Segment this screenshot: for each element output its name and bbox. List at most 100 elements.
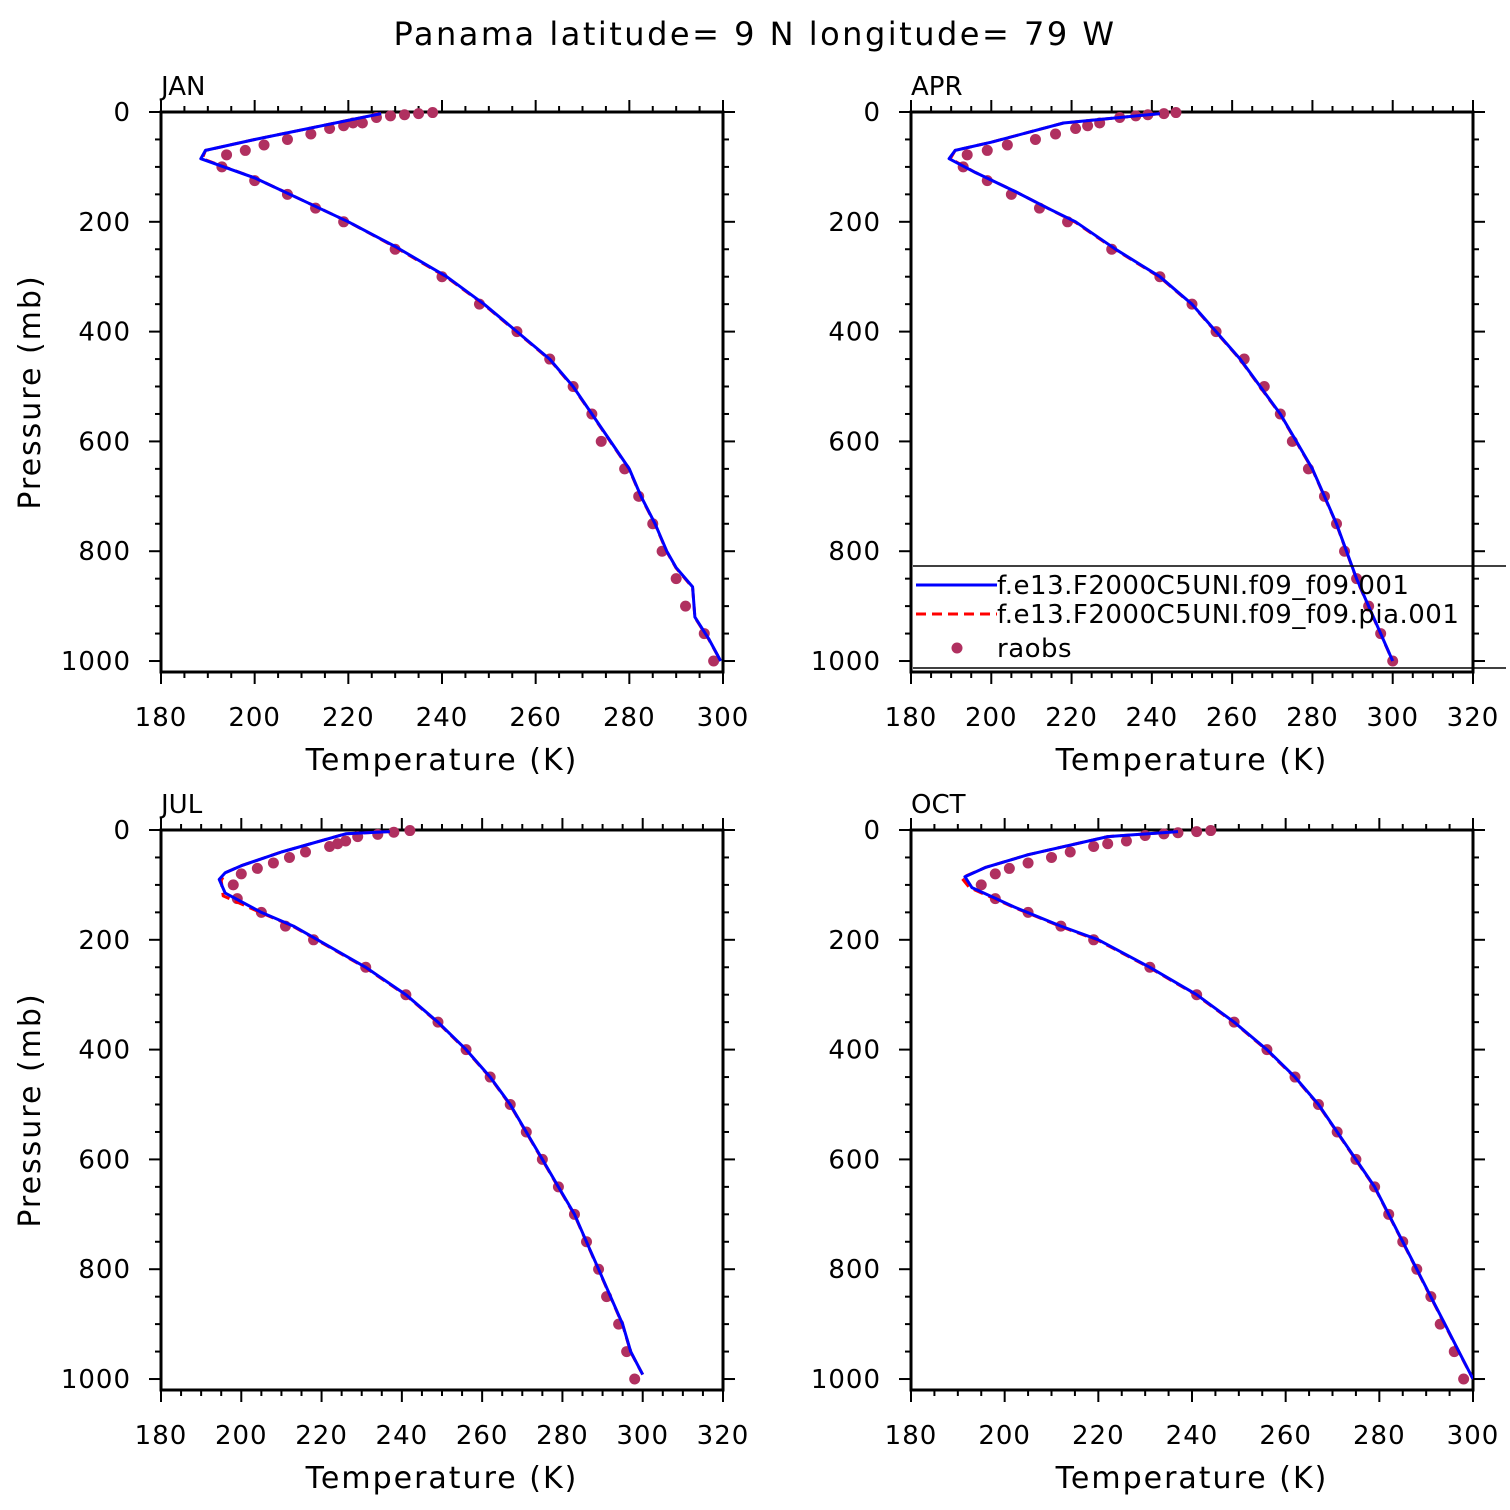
y-tick-label: 1000 (811, 1365, 881, 1395)
series-line-pia (960, 830, 1473, 1380)
plot-area (199, 107, 723, 667)
y-tick-label: 1000 (811, 647, 881, 677)
raobs-point (1001, 139, 1013, 151)
x-tick-label: 200 (978, 1421, 1031, 1451)
panel-oct: 180 200 220 240 260 280 300 0 200 400 600 800 1000 OC… (811, 790, 1498, 1496)
raobs-point (227, 879, 239, 891)
panel-title: JAN (159, 72, 205, 102)
x-tick-label: 220 (295, 1421, 348, 1451)
raobs-point (1064, 846, 1076, 858)
x-tick-label: 180 (885, 1421, 938, 1451)
y-tick-label: 200 (78, 926, 131, 956)
y-tick-label: 800 (78, 537, 131, 567)
legend-label: f.e13.F2000C5UNI.f09_f09.001 (997, 571, 1409, 601)
raobs-point (413, 108, 425, 120)
legend: f.e13.F2000C5UNI.f09_f09.001f.e13.F2000C… (913, 565, 1506, 669)
x-tick-label: 320 (1447, 703, 1500, 733)
x-tick-label: 200 (965, 703, 1018, 733)
x-tick-label: 280 (536, 1421, 589, 1451)
x-tick-label: 300 (616, 1421, 669, 1451)
x-tick-label: 280 (603, 703, 656, 733)
raobs-point (235, 868, 247, 880)
x-tick-label: 220 (322, 703, 375, 733)
y-tick-label: 600 (78, 427, 131, 457)
y-tick-label: 400 (828, 318, 881, 348)
raobs-point (258, 139, 270, 151)
raobs-point (281, 133, 293, 145)
raobs-point (267, 857, 279, 869)
y-tick-label: 200 (78, 208, 131, 238)
raobs-point (1046, 851, 1057, 863)
plot-area (947, 107, 1399, 667)
raobs-point (356, 117, 368, 129)
raobs-point (404, 825, 416, 837)
raobs-point (1070, 122, 1082, 134)
raobs-point (1158, 108, 1170, 120)
raobs-point (427, 107, 439, 119)
panel-title: APR (911, 72, 963, 102)
y-tick-label: 0 (113, 816, 131, 846)
plot-frame (159, 828, 725, 1392)
raobs-point (1191, 826, 1203, 838)
x-tick-label: 220 (1072, 1421, 1125, 1451)
x-tick-label: 220 (1045, 703, 1098, 733)
x-tick-label: 260 (509, 703, 562, 733)
x-tick-label: 320 (697, 1421, 750, 1451)
raobs-point (1387, 655, 1399, 667)
panels: 180 200 220 240 260 280 300 0 200 400 600 800 1000 JA… (13, 72, 1506, 1496)
raobs-point (305, 128, 317, 140)
y-tick-label: 600 (828, 1145, 881, 1175)
raobs-point (1088, 840, 1100, 852)
legend-label: f.e13.F2000C5UNI.f09_f09.pia.001 (997, 600, 1459, 630)
y-tick-label: 400 (78, 318, 131, 348)
raobs-point (399, 109, 411, 121)
panel-apr: 180 200 220 240 260 280 300 320 0 200 400 600 800 100… (811, 72, 1506, 778)
series-line-pia (219, 830, 645, 1376)
x-tick-label: 200 (215, 1421, 268, 1451)
x-tick-label: 240 (1126, 703, 1179, 733)
plot-area (960, 825, 1473, 1385)
raobs-point (595, 435, 607, 447)
raobs-point (680, 600, 692, 612)
raobs-point (1022, 857, 1034, 869)
x-tick-label: 280 (1286, 703, 1339, 733)
raobs-point (239, 144, 251, 156)
figure-title: Panama latitude= 9 N longitude= 79 W (394, 15, 1117, 53)
panel-jul: 180 200 220 240 260 280 300 320 0 200 400 600 800 100… (13, 790, 750, 1496)
x-tick-label: 280 (1353, 1421, 1406, 1451)
y-tick-label: 400 (78, 1036, 131, 1066)
raobs-point (981, 144, 993, 156)
y-tick-label: 0 (113, 98, 131, 128)
x-axis-label: Temperature (K) (305, 743, 579, 778)
raobs-point (961, 149, 973, 161)
raobs-point (1106, 243, 1118, 255)
x-tick-label: 180 (885, 703, 938, 733)
panel-jan: 180 200 220 240 260 280 300 0 200 400 600 800 1000 JA… (13, 72, 750, 778)
y-tick-label: 800 (78, 1255, 131, 1285)
raobs-point (1102, 838, 1114, 850)
legend-marker-raobs (951, 642, 963, 654)
raobs-point (708, 655, 720, 667)
raobs-point (1170, 107, 1182, 119)
raobs-point (1120, 835, 1132, 847)
y-tick-label: 200 (828, 208, 881, 238)
y-axis-label: Pressure (mb) (13, 274, 48, 509)
series-line-pia (200, 112, 723, 662)
x-tick-label: 240 (1166, 1421, 1219, 1451)
raobs-point (221, 149, 233, 161)
x-axis-label: Temperature (K) (1055, 1461, 1329, 1496)
series-line-001 (217, 830, 645, 1376)
x-axis-label: Temperature (K) (1055, 743, 1329, 778)
x-tick-label: 180 (135, 703, 188, 733)
raobs-point (384, 110, 396, 122)
raobs-point (1205, 825, 1217, 837)
y-tick-label: 1000 (61, 647, 131, 677)
y-tick-label: 600 (78, 1145, 131, 1175)
x-tick-label: 200 (228, 703, 281, 733)
raobs-point (989, 868, 1001, 880)
raobs-point (670, 573, 682, 585)
x-tick-label: 260 (456, 1421, 509, 1451)
x-tick-label: 300 (1366, 703, 1419, 733)
series-line-001 (199, 112, 723, 662)
x-tick-label: 300 (697, 703, 750, 733)
